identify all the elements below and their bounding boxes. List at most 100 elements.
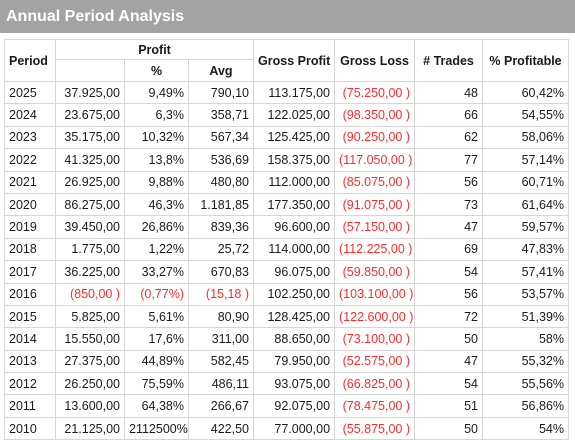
gross-loss-cell: (52.575,00 )	[334, 349, 416, 374]
header-profit-avg[interactable]: Avg	[187, 59, 255, 82]
trades-cell: 56	[414, 170, 484, 194]
header-profit-pct[interactable]: %	[124, 59, 189, 82]
pct-profitable-cell: 47,83%	[482, 237, 570, 262]
header-profit-group: Profit	[54, 39, 255, 60]
table-row[interactable]: 2014 15.550,00 17,6% 311,00 88.650,00 (73.100…	[4, 327, 570, 351]
period-cell: 2025	[4, 80, 56, 105]
pct-profitable-cell: 60,71%	[482, 170, 570, 194]
trades-cell: 50	[414, 416, 484, 440]
table-row[interactable]: 2025 37.925,00 9,49% 790,10 113.175,00 (75.25…	[4, 80, 570, 105]
profit-cell: 26.925,00	[55, 170, 125, 194]
gross-profit-cell: 128.425,00	[253, 304, 336, 329]
gross-loss-cell: (59.850,00 )	[334, 260, 416, 284]
period-cell: 2024	[4, 103, 56, 127]
period-analysis-table: Period Profit Gross Profit Gross Loss # …	[4, 39, 570, 440]
gross-loss-cell: (98.350,00 )	[334, 103, 416, 127]
profit-pct-cell: 6,3%	[124, 103, 189, 127]
header-pct-profitable[interactable]: % Profitable	[482, 39, 570, 82]
profit-avg-cell: 480,80	[187, 170, 255, 194]
period-cell: 2019	[4, 215, 56, 239]
profit-avg-cell: 358,71	[187, 103, 255, 127]
profit-pct-cell: 9,88%	[124, 170, 189, 194]
trades-cell: 72	[414, 304, 484, 329]
table-row[interactable]: 2017 36.225,00 33,27% 670,83 96.075,00 (59.85…	[4, 260, 570, 284]
table-row[interactable]: 2022 41.325,00 13,8% 536,69 158.375,00 (117.0…	[4, 148, 570, 172]
trades-cell: 48	[414, 80, 484, 105]
profit-avg-cell: 311,00	[187, 327, 255, 351]
profit-avg-cell: 25,72	[187, 237, 255, 262]
profit-pct-cell: 17,6%	[124, 327, 189, 351]
pct-profitable-cell: 58%	[482, 327, 570, 351]
gross-profit-cell: 122.025,00	[253, 103, 336, 127]
trades-cell: 73	[414, 192, 484, 217]
profit-cell: 26.250,00	[55, 372, 125, 396]
profit-avg-cell: 422,50	[187, 416, 255, 440]
trades-cell: 66	[414, 103, 484, 127]
profit-pct-cell: 9,49%	[124, 80, 189, 105]
gross-profit-cell: 88.650,00	[253, 327, 336, 351]
profit-pct-cell: (0,77%)	[124, 282, 189, 306]
panel-title: Annual Period Analysis	[0, 0, 575, 33]
profit-cell: (850,00 )	[55, 282, 125, 306]
profit-avg-cell: (15,18 )	[187, 282, 255, 306]
period-cell: 2018	[4, 237, 56, 262]
header-trades[interactable]: # Trades	[414, 39, 484, 82]
header-gross-loss[interactable]: Gross Loss	[334, 39, 416, 82]
gross-profit-cell: 177.350,00	[253, 192, 336, 217]
period-cell: 2014	[4, 327, 56, 351]
pct-profitable-cell: 57,41%	[482, 260, 570, 284]
gross-profit-cell: 77.000,00	[253, 416, 336, 440]
profit-cell: 86.275,00	[55, 192, 125, 217]
table-row[interactable]: 2019 39.450,00 26,86% 839,36 96.600,00 (57.15…	[4, 215, 570, 239]
gross-profit-cell: 79.950,00	[253, 349, 336, 374]
table-row[interactable]: 2023 35.175,00 10,32% 567,34 125.425,00 (90.2…	[4, 125, 570, 150]
trades-cell: 47	[414, 349, 484, 374]
gross-loss-cell: (91.075,00 )	[334, 192, 416, 217]
table-row[interactable]: 2013 27.375,00 44,89% 582,45 79.950,00 (52.57…	[4, 349, 570, 374]
period-cell: 2011	[4, 394, 56, 418]
profit-cell: 13.600,00	[55, 394, 125, 418]
table-row[interactable]: 2021 26.925,00 9,88% 480,80 112.000,00 (85.07…	[4, 170, 570, 194]
table-row[interactable]: 2011 13.600,00 64,38% 266,67 92.075,00 (78.47…	[4, 394, 570, 418]
header-period[interactable]: Period	[4, 39, 56, 82]
trades-cell: 56	[414, 282, 484, 306]
pct-profitable-cell: 58,06%	[482, 125, 570, 150]
gross-profit-cell: 113.175,00	[253, 80, 336, 105]
header-row-top: Period Profit Gross Profit Gross Loss # …	[4, 39, 570, 82]
table-row[interactable]: 2016 (850,00 ) (0,77%) (15,18 ) 102.250,00 (1…	[4, 282, 570, 306]
gross-profit-cell: 93.075,00	[253, 372, 336, 396]
profit-pct-cell: 44,89%	[124, 349, 189, 374]
profit-cell: 23.675,00	[55, 103, 125, 127]
table-row[interactable]: 2012 26.250,00 75,59% 486,11 93.075,00 (66.82…	[4, 372, 570, 396]
period-cell: 2023	[4, 125, 56, 150]
pct-profitable-cell: 51,39%	[482, 304, 570, 329]
table-row[interactable]: 2024 23.675,00 6,3% 358,71 122.025,00 (98.350…	[4, 103, 570, 127]
profit-cell: 27.375,00	[55, 349, 125, 374]
trades-cell: 50	[414, 327, 484, 351]
profit-avg-cell: 80,90	[187, 304, 255, 329]
profit-avg-cell: 266,67	[187, 394, 255, 418]
gross-profit-cell: 158.375,00	[253, 148, 336, 172]
pct-profitable-cell: 59,57%	[482, 215, 570, 239]
gross-loss-cell: (112.225,00 )	[334, 237, 416, 262]
table-body: 2025 37.925,00 9,49% 790,10 113.175,00 (75.25…	[4, 80, 570, 440]
profit-cell: 15.550,00	[55, 327, 125, 351]
gross-profit-cell: 112.000,00	[253, 170, 336, 194]
header-row-sub: % Avg	[5, 59, 569, 82]
header-gross-profit[interactable]: Gross Profit	[253, 39, 336, 82]
pct-profitable-cell: 54,55%	[482, 103, 570, 127]
profit-pct-cell: 2112500%	[124, 416, 189, 440]
table-row[interactable]: 2018 1.775,00 1,22% 25,72 114.000,00 (112.225…	[4, 237, 570, 262]
table-row[interactable]: 2020 86.275,00 46,3% 1.181,85 177.350,00 (91.…	[4, 192, 570, 217]
profit-pct-cell: 75,59%	[124, 372, 189, 396]
header-profit[interactable]	[55, 59, 125, 82]
profit-pct-cell: 64,38%	[124, 394, 189, 418]
profit-cell: 1.775,00	[55, 237, 125, 262]
gross-profit-cell: 96.075,00	[253, 260, 336, 284]
gross-loss-cell: (73.100,00 )	[334, 327, 416, 351]
table-row[interactable]: 2015 5.825,00 5,61% 80,90 128.425,00 (122.600…	[4, 304, 570, 329]
profit-cell: 35.175,00	[55, 125, 125, 150]
table-row[interactable]: 2010 21.125,00 2112500% 422,50 77.000,00 (55.…	[4, 416, 570, 440]
period-cell: 2013	[4, 349, 56, 374]
profit-avg-cell: 670,83	[187, 260, 255, 284]
